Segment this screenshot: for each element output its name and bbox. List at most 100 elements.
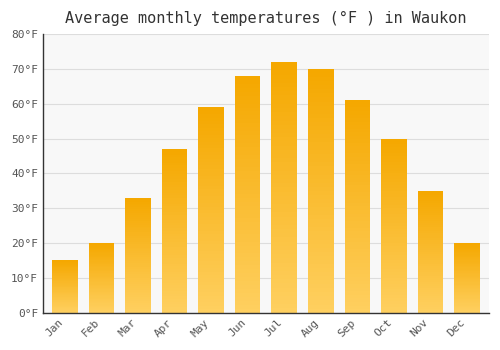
Bar (125, 301, 151, 303)
Bar (235, 131, 260, 135)
Bar (52, 302, 78, 303)
Bar (88, 271, 114, 272)
Bar (52, 273, 78, 274)
Bar (125, 229, 151, 230)
Bar (381, 229, 406, 231)
Bar (418, 250, 443, 252)
Bar (454, 252, 480, 253)
Bar (308, 219, 334, 223)
Bar (418, 302, 443, 304)
Bar (272, 229, 297, 233)
Bar (381, 170, 406, 174)
Bar (344, 302, 370, 306)
Bar (308, 77, 334, 81)
Bar (235, 202, 260, 206)
Bar (381, 168, 406, 170)
Bar (125, 286, 151, 288)
Bar (52, 311, 78, 312)
Bar (308, 203, 334, 207)
Bar (381, 176, 406, 179)
Bar (454, 250, 480, 251)
Bar (88, 267, 114, 268)
Bar (198, 299, 224, 302)
Bar (381, 249, 406, 252)
Bar (88, 292, 114, 293)
Bar (235, 159, 260, 163)
Bar (344, 185, 370, 189)
Bar (162, 195, 188, 198)
Bar (198, 155, 224, 159)
Bar (162, 198, 188, 201)
Bar (198, 145, 224, 148)
Bar (88, 308, 114, 309)
Bar (52, 277, 78, 278)
Bar (235, 100, 260, 104)
Bar (235, 175, 260, 178)
Bar (272, 87, 297, 91)
Bar (235, 257, 260, 261)
Bar (162, 302, 188, 304)
Bar (272, 221, 297, 225)
Bar (381, 260, 406, 263)
Bar (381, 263, 406, 266)
Bar (308, 110, 334, 114)
Title: Average monthly temperatures (°F ) in Waukon: Average monthly temperatures (°F ) in Wa… (65, 11, 466, 26)
Bar (125, 255, 151, 257)
Bar (454, 298, 480, 299)
Bar (125, 213, 151, 215)
Bar (344, 189, 370, 192)
Bar (344, 210, 370, 214)
Bar (308, 296, 334, 300)
Bar (308, 276, 334, 280)
Bar (344, 164, 370, 168)
Bar (52, 260, 78, 261)
Bar (52, 304, 78, 305)
Bar (162, 182, 188, 184)
Bar (235, 246, 260, 250)
Bar (272, 183, 297, 187)
Bar (454, 259, 480, 260)
Bar (125, 274, 151, 276)
Bar (162, 264, 188, 266)
Bar (198, 169, 224, 172)
Bar (235, 163, 260, 167)
Bar (162, 174, 188, 176)
Bar (272, 120, 297, 125)
Bar (88, 301, 114, 302)
Bar (344, 274, 370, 277)
Bar (125, 272, 151, 274)
Bar (125, 246, 151, 247)
Bar (381, 284, 406, 287)
Bar (88, 253, 114, 255)
Bar (235, 151, 260, 155)
Bar (125, 223, 151, 225)
Bar (454, 304, 480, 306)
Bar (125, 309, 151, 311)
Bar (381, 281, 406, 284)
Bar (198, 179, 224, 183)
Bar (454, 282, 480, 284)
Bar (88, 302, 114, 303)
Bar (198, 247, 224, 251)
Bar (125, 299, 151, 301)
Bar (235, 80, 260, 84)
Bar (235, 194, 260, 198)
Bar (125, 278, 151, 280)
Bar (344, 153, 370, 157)
Bar (235, 92, 260, 96)
Bar (344, 228, 370, 231)
Bar (272, 304, 297, 308)
Bar (88, 265, 114, 266)
Bar (344, 295, 370, 299)
Bar (344, 249, 370, 252)
Bar (381, 174, 406, 176)
Bar (198, 193, 224, 196)
Bar (418, 266, 443, 268)
Bar (88, 277, 114, 278)
Bar (344, 125, 370, 129)
Bar (308, 211, 334, 215)
Bar (308, 106, 334, 110)
Bar (454, 255, 480, 256)
Bar (308, 256, 334, 260)
Bar (344, 288, 370, 292)
